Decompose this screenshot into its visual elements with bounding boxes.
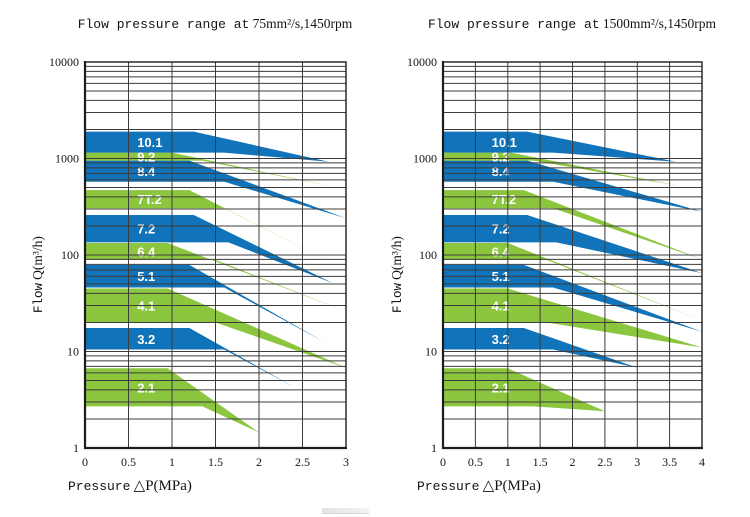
band-label-3.2: 3.2	[137, 332, 155, 347]
x-tick-4: 4	[699, 455, 705, 469]
grid-layer	[84, 61, 347, 449]
x-tick-3: 3	[343, 455, 349, 469]
band-label-10.1: 10.1	[492, 135, 517, 150]
x-axis-label-right-unit: △P(MPa)	[482, 478, 541, 494]
x-tick-2: 2	[256, 455, 262, 469]
band-6.4	[443, 243, 702, 321]
band-7T.2	[85, 190, 338, 266]
chart-title-1500: Flow pressure range at 1500mm²/s,1450rpm	[412, 16, 732, 32]
grid-layer	[442, 61, 703, 449]
band-label-7.2: 7.2	[492, 222, 510, 237]
x-tick-2.5: 2.5	[295, 455, 310, 469]
chart-title-1500-phrase: Flow pressure range at	[427, 17, 600, 32]
y-tick-100: 100	[61, 248, 79, 262]
y-axis-label-right: Flow Q(m³/h)	[389, 236, 405, 313]
y-tick-10000: 10000	[49, 55, 79, 69]
band-label-9.2: 9.2	[492, 150, 510, 165]
chart-title-75: Flow pressure range at 75mm²/s,1450rpm	[55, 16, 375, 32]
band-3.2	[85, 328, 294, 387]
y-tick-10000: 10000	[407, 55, 437, 69]
band-8.4	[85, 160, 346, 219]
band-labels-layer: 10.19.28.47T.27.26.45.14.13.22.1	[137, 135, 162, 395]
y-axis-label-left-word: Flow	[32, 282, 46, 313]
band-label-6.4: 6.4	[492, 245, 511, 260]
x-tick-0.5: 0.5	[121, 455, 136, 469]
chart-title-75-phrase: Flow pressure range at	[77, 17, 250, 32]
y-tick-100: 100	[419, 248, 437, 262]
stray-artifact	[322, 508, 369, 514]
y-tick-1000: 1000	[55, 152, 79, 166]
band-label-10.1: 10.1	[137, 135, 162, 150]
y-axis-label-left: Flow Q(m³/h)	[30, 236, 46, 313]
x-axis-label-right: Pressure △P(MPa)	[417, 476, 541, 495]
y-axis-label-right-word: Flow	[391, 282, 405, 313]
y-tick-1: 1	[73, 441, 79, 455]
x-tick-2.5: 2.5	[597, 455, 612, 469]
x-axis-label-left-word: Pressure	[68, 479, 131, 494]
x-tick-1.5: 1.5	[208, 455, 223, 469]
band-label-2.1: 2.1	[492, 380, 510, 395]
x-tick-1: 1	[169, 455, 175, 469]
band-label-7T.2: 7T.2	[492, 192, 517, 207]
chart-title-75-spec: 75mm²/s,1450rpm	[252, 16, 353, 31]
x-tick-3: 3	[634, 455, 640, 469]
band-label-7T.2: 7T.2	[137, 192, 162, 207]
x-axis-label-right-word: Pressure	[417, 479, 480, 494]
band-9.2	[443, 152, 680, 186]
y-tick-1: 1	[431, 441, 437, 455]
x-tick-1: 1	[505, 455, 511, 469]
x-axis-label-left: Pressure △P(MPa)	[68, 476, 192, 495]
band-label-8.4: 8.4	[137, 164, 156, 179]
x-tick-1.5: 1.5	[533, 455, 548, 469]
y-axis-label-right-unit: Q(m³/h)	[389, 236, 404, 280]
band-label-6.4: 6.4	[137, 245, 156, 260]
band-10.1	[85, 131, 329, 162]
y-tick-1000: 1000	[413, 152, 437, 166]
x-tick-2: 2	[570, 455, 576, 469]
band-10.1	[443, 131, 677, 162]
y-axis-label-left-unit: Q(m³/h)	[30, 236, 45, 280]
x-tick-0.5: 0.5	[468, 455, 483, 469]
band-6.4	[85, 243, 346, 312]
band-label-2.1: 2.1	[137, 380, 155, 395]
band-label-7.2: 7.2	[137, 222, 155, 237]
chart-title-1500-spec: 1500mm²/s,1450rpm	[602, 16, 717, 31]
band-label-3.2: 3.2	[492, 332, 510, 347]
x-tick-3.5: 3.5	[662, 455, 677, 469]
x-tick-0: 0	[440, 455, 446, 469]
y-tick-10: 10	[67, 345, 79, 359]
band-4.1	[85, 288, 346, 368]
x-tick-0: 0	[82, 455, 88, 469]
x-axis-label-left-unit: △P(MPa)	[133, 478, 192, 494]
y-tick-10: 10	[425, 345, 437, 359]
band-9.2	[85, 152, 333, 187]
band-label-9.2: 9.2	[137, 150, 155, 165]
band-7.2	[85, 215, 333, 284]
